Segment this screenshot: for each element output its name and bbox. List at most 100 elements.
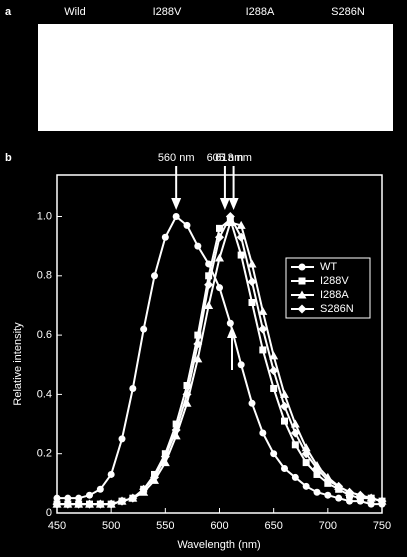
marker bbox=[301, 449, 311, 459]
marker bbox=[140, 325, 148, 333]
marker bbox=[281, 417, 288, 425]
marker bbox=[182, 389, 192, 399]
marker bbox=[204, 280, 214, 290]
marker bbox=[75, 494, 83, 502]
marker bbox=[377, 496, 387, 506]
marker bbox=[302, 459, 310, 467]
marker bbox=[324, 491, 332, 499]
marker bbox=[281, 465, 288, 473]
marker bbox=[366, 493, 376, 503]
marker bbox=[270, 450, 278, 458]
x-tick-label: 750 bbox=[373, 520, 391, 532]
legend-label: WT bbox=[320, 261, 337, 273]
marker bbox=[236, 220, 246, 229]
marker bbox=[172, 420, 180, 428]
marker bbox=[161, 233, 169, 241]
x-tick-label: 700 bbox=[319, 520, 337, 532]
legend-label: S286N bbox=[320, 303, 354, 315]
annotation-arrowhead bbox=[219, 198, 230, 210]
marker bbox=[129, 384, 137, 392]
marker bbox=[298, 277, 306, 285]
marker bbox=[85, 499, 94, 509]
marker bbox=[236, 232, 246, 242]
marker bbox=[215, 232, 224, 242]
annotation-arrowhead bbox=[228, 198, 239, 210]
marker bbox=[216, 284, 223, 292]
marker bbox=[171, 425, 181, 435]
y-tick-label: 0.8 bbox=[37, 270, 52, 282]
marker bbox=[247, 277, 257, 287]
y-tick-label: 0.2 bbox=[37, 448, 52, 460]
annotation: 560 nm bbox=[158, 152, 195, 164]
marker bbox=[302, 482, 310, 490]
x-axis-label: Wavelength (nm) bbox=[177, 539, 260, 551]
marker bbox=[312, 464, 322, 474]
column-label: I288A bbox=[246, 6, 275, 18]
marker bbox=[334, 481, 344, 491]
marker bbox=[160, 452, 170, 462]
marker bbox=[183, 382, 191, 390]
marker bbox=[258, 324, 268, 334]
x-tick-label: 450 bbox=[48, 520, 66, 532]
column-label: S286N bbox=[331, 6, 365, 18]
marker bbox=[346, 497, 353, 505]
marker bbox=[270, 384, 278, 392]
marker bbox=[367, 500, 375, 508]
marker bbox=[225, 217, 235, 226]
marker bbox=[53, 494, 61, 502]
x-tick-label: 600 bbox=[210, 520, 228, 532]
legend-label: I288V bbox=[320, 275, 349, 287]
marker bbox=[269, 366, 279, 376]
marker bbox=[258, 306, 268, 315]
marker bbox=[345, 487, 354, 497]
marker bbox=[151, 272, 158, 280]
marker bbox=[86, 491, 93, 499]
y-tick-label: 0.6 bbox=[37, 329, 52, 341]
x-tick-label: 550 bbox=[156, 520, 174, 532]
annotation: 613 nm bbox=[215, 152, 252, 164]
marker bbox=[204, 300, 214, 309]
annotation: 605 nm bbox=[207, 152, 244, 164]
image-panel bbox=[38, 24, 393, 131]
marker bbox=[226, 319, 234, 327]
marker bbox=[237, 251, 245, 259]
marker bbox=[247, 259, 257, 268]
marker bbox=[313, 470, 321, 478]
y-tick-label: 0.4 bbox=[37, 388, 52, 400]
marker bbox=[290, 428, 300, 438]
marker bbox=[298, 263, 306, 271]
panel-label: a bbox=[5, 6, 12, 18]
x-tick-label: 650 bbox=[264, 520, 282, 532]
marker bbox=[74, 499, 84, 509]
marker bbox=[313, 488, 321, 496]
marker bbox=[150, 472, 159, 482]
y-tick-label: 0 bbox=[46, 507, 52, 519]
marker bbox=[160, 458, 170, 467]
column-label: I288V bbox=[153, 6, 182, 18]
marker bbox=[297, 304, 307, 314]
marker bbox=[291, 473, 299, 481]
marker bbox=[96, 485, 104, 493]
marker bbox=[259, 346, 267, 354]
marker bbox=[355, 490, 365, 500]
marker bbox=[194, 331, 202, 339]
x-tick-label: 500 bbox=[102, 520, 120, 532]
marker bbox=[205, 272, 213, 280]
column-label: Wild bbox=[64, 6, 85, 18]
marker bbox=[280, 401, 289, 411]
marker bbox=[323, 475, 333, 485]
marker bbox=[193, 339, 203, 349]
marker bbox=[63, 499, 73, 509]
marker bbox=[193, 354, 203, 363]
marker bbox=[95, 499, 105, 509]
marker bbox=[215, 253, 224, 262]
marker bbox=[297, 290, 307, 299]
marker bbox=[291, 441, 299, 449]
marker bbox=[225, 212, 235, 222]
marker bbox=[248, 298, 256, 306]
marker bbox=[335, 494, 343, 502]
marker bbox=[269, 351, 279, 360]
marker bbox=[107, 470, 115, 478]
marker bbox=[128, 493, 138, 503]
